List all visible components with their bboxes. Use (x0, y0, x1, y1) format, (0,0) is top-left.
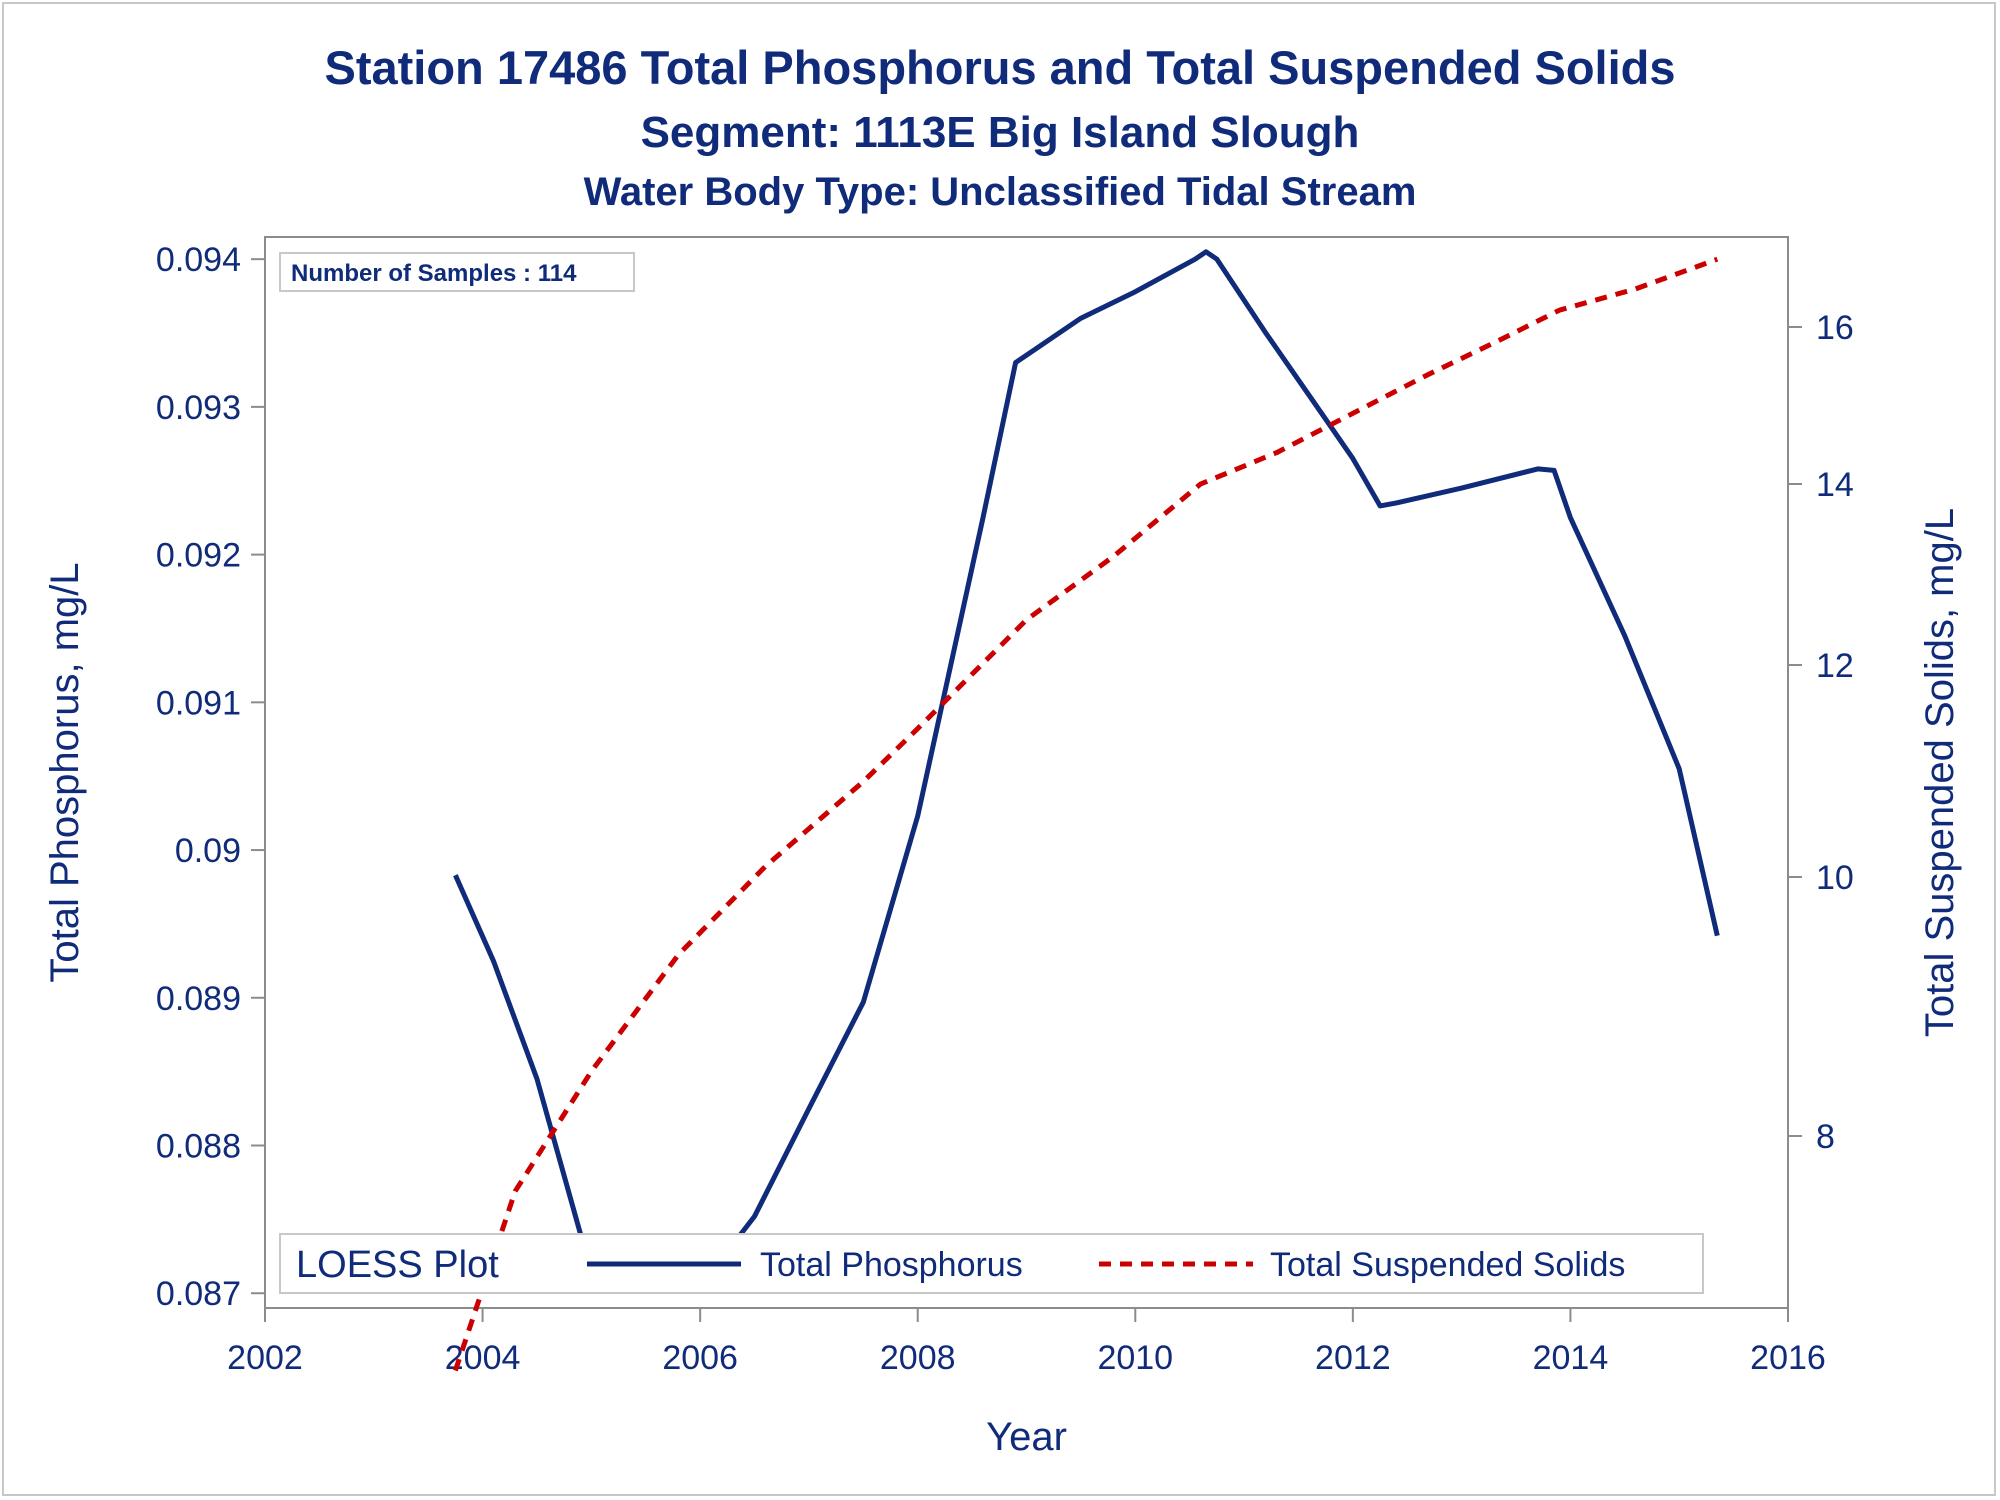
chart-subtitle-water-body: Water Body Type: Unclassified Tidal Stre… (583, 170, 1417, 214)
sample-count-label: Number of Samples : 114 (291, 260, 577, 287)
x-tick-label: 2006 (662, 1339, 738, 1377)
series-line-total-suspended-solids (453, 256, 1719, 1372)
y-tick-label: 0.088 (156, 1128, 241, 1166)
series-line-total-phosphorus (453, 249, 1720, 1256)
legend-label-total-suspended-solids: Total Suspended Solids (1270, 1246, 1625, 1284)
y-tick-label: 0.09 (175, 832, 241, 870)
x-axis: 2002 2004 2006 2008 2010 2012 2014 2016 (227, 1308, 1826, 1377)
y2-tick-label: 8 (1816, 1118, 1835, 1156)
y-tick-label: 0.092 (156, 537, 241, 575)
legend-label-total-phosphorus: Total Phosphorus (760, 1246, 1023, 1284)
x-tick-label: 2002 (227, 1339, 303, 1377)
y-tick-label: 0.093 (156, 389, 241, 427)
y2-tick-label: 14 (1816, 466, 1854, 504)
x-tick-label: 2004 (445, 1339, 521, 1377)
plot-area (264, 236, 1789, 1309)
sample-count-box (279, 252, 635, 292)
y-tick-label: 0.089 (156, 980, 241, 1018)
series-layer (453, 249, 1720, 1372)
y-tick-label: 0.094 (156, 241, 241, 279)
y-axis-left: 0.087 0.088 0.089 0.09 0.091 0.092 0.093 0.094 (156, 241, 265, 1313)
x-tick-label: 2010 (1097, 1339, 1173, 1377)
y-axis-label: Total Phosphorus, mg/L (43, 562, 87, 982)
chart-title: Station 17486 Total Phosphorus and Total… (324, 41, 1676, 94)
y-tick-label: 0.091 (156, 684, 241, 722)
y2-tick-label: 12 (1816, 647, 1854, 685)
legend-title: LOESS Plot (296, 1244, 499, 1286)
y2-tick-label: 16 (1816, 309, 1854, 347)
y2-tick-label: 10 (1816, 859, 1854, 897)
chart-subtitle: Segment: 1113E Big Island Slough (640, 108, 1360, 157)
x-tick-label: 2008 (880, 1339, 956, 1377)
sample-count-inset: Number of Samples : 114 (279, 252, 635, 292)
x-tick-label: 2012 (1315, 1339, 1391, 1377)
x-tick-label: 2016 (1750, 1339, 1826, 1377)
x-tick-label: 2014 (1533, 1339, 1609, 1377)
x-axis-label: Year (986, 1415, 1067, 1459)
y2-axis-label: Total Suspended Solids, mg/L (1918, 508, 1962, 1037)
legend-box (279, 1233, 1704, 1294)
legend: LOESS Plot Total Phosphorus Total Suspen… (279, 1233, 1704, 1294)
y-axis-right: 8 10 12 14 16 (1788, 309, 1854, 1156)
y-tick-label: 0.087 (156, 1275, 241, 1313)
